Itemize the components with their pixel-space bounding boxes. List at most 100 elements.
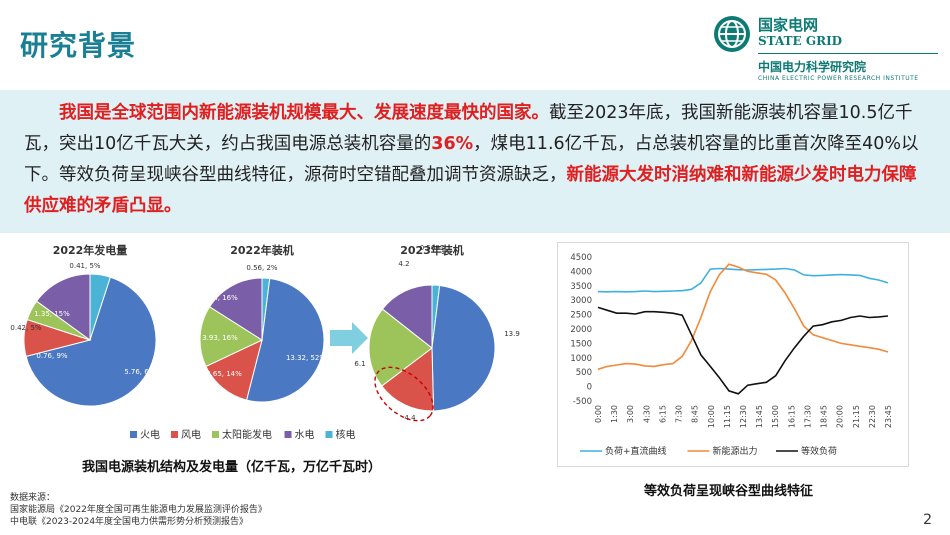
summary-conclusion: 新能源大发时消纳难和新能源少发时电力保障供应难的矛盾凸显。 <box>24 165 917 216</box>
summary-paragraph: 我国是全球范围内新能源装机规模最大、发展速度最快的国家。截至2023年底，我国新… <box>24 98 929 222</box>
x-tick-label: 6:15 <box>658 405 667 423</box>
x-tick-label: 4:30 <box>642 405 651 423</box>
y-tick-label: 4000 <box>570 267 592 277</box>
x-tick-label: 20:00 <box>836 405 845 428</box>
pie-data-label: 0.76, 9% <box>36 352 67 360</box>
logo-name-cn: 国家电网 <box>758 16 819 34</box>
pie-data-label: 4.2 <box>398 260 409 268</box>
logo-name-en: STATE GRID <box>758 34 843 48</box>
x-tick-label: 12:30 <box>739 405 748 428</box>
legend-swatch <box>212 431 219 438</box>
pie-chart-3: 2023年装机 13.9 4.4 6.1 4.2 0.5691 <box>354 243 519 422</box>
pie-data-label: 0.5691 <box>420 244 445 252</box>
legend-item: 风电 <box>181 428 201 441</box>
pie-chart-2: 2022年装机 13.32, 52% 3.65, 14% 3.93, 16% 4.14,… <box>199 243 326 403</box>
pie-title: 2023年装机 <box>400 243 464 257</box>
legend-swatch <box>325 431 333 438</box>
left-chart-caption: 我国电源装机结构及发电量（亿千瓦，万亿千瓦时） <box>82 460 382 475</box>
state-grid-logo: 国家电网 STATE GRID 中国电力科学研究院 CHINA ELECTRIC… <box>712 8 938 86</box>
x-tick-label: 18:45 <box>820 405 829 428</box>
x-tick-label: 3:00 <box>626 405 635 423</box>
sources-heading: 数据来源： <box>10 493 56 503</box>
y-tick-label: 3500 <box>570 282 592 292</box>
pie-data-label: 4.14, 16% <box>202 294 238 302</box>
x-tick-label: 13:45 <box>755 405 764 428</box>
legend-item: 太阳能发电 <box>222 428 272 441</box>
legend-item: 火电 <box>140 428 160 441</box>
x-tick-label: 17:30 <box>803 405 812 428</box>
pie-slice <box>431 284 496 412</box>
logo-divider <box>758 53 938 54</box>
state-grid-globe-icon <box>714 16 750 52</box>
new-energy-highlight <box>374 366 434 422</box>
x-tick-label: 16:15 <box>787 405 796 428</box>
source-line-1: 国家能源局《2022年度全国可再生能源电力发展监测评价报告》 <box>10 505 267 515</box>
y-tick-label: 4500 <box>570 253 592 263</box>
pie-data-label: 6.1 <box>354 360 365 368</box>
summary-band <box>0 90 950 233</box>
y-tick-label: -500 <box>573 397 592 407</box>
y-tick-label: 500 <box>576 368 592 378</box>
x-tick-label: 7:30 <box>675 405 684 423</box>
pie-charts-panel: 2022年发电量 5.76, 66% 0.76, 9% 1.35, 15% 0.41, … <box>0 238 540 468</box>
pie-data-label: 3.93, 16% <box>202 334 238 342</box>
institute-name-en: CHINA ELECTRIC POWER RESEARCH INSTITUTE <box>758 75 919 82</box>
pie-slice <box>199 306 264 368</box>
pie-data-label: 1.35, 15% <box>34 310 70 318</box>
x-tick-label: 8:45 <box>691 405 700 423</box>
page-number: 2 <box>923 512 932 528</box>
series-line <box>597 267 889 293</box>
y-tick-label: 3000 <box>570 296 592 306</box>
legend-swatch <box>130 431 137 438</box>
x-tick-label: 10:00 <box>707 405 716 428</box>
arrow-icon <box>330 322 368 354</box>
pie-data-label: 0.56, 2% <box>246 264 277 272</box>
pie-title: 2022年发电量 <box>53 243 128 257</box>
series-line <box>597 263 889 371</box>
legend-swatch <box>284 431 292 438</box>
x-tick-label: 15:00 <box>771 405 780 428</box>
legend-item: 新能源出力 <box>713 445 758 457</box>
pie-slice <box>205 339 263 401</box>
pie-data-label: 13.32, 52% <box>286 354 326 362</box>
pie-slice <box>381 347 435 412</box>
legend-item: 等效负荷 <box>801 445 837 457</box>
source-line-2: 中电联《2023-2024年度全国电力供需形势分析预测报告》 <box>10 517 249 527</box>
x-tick-label: 0:00 <box>594 405 603 423</box>
legend-item: 水电 <box>295 428 315 441</box>
pie-slice <box>208 277 263 341</box>
pie-data-label: 4.4 <box>404 414 416 422</box>
pie-charts-svg: 2022年发电量 5.76, 66% 0.76, 9% 1.35, 15% 0.41, … <box>10 243 519 441</box>
y-tick-label: 0 <box>587 383 592 393</box>
page-title: 研究背景 <box>20 29 137 62</box>
x-tick-label: 21:15 <box>852 405 861 428</box>
y-tick-label: 1000 <box>570 354 592 364</box>
legend-item: 负荷+直流曲线 <box>605 445 667 457</box>
pie-title: 2022年装机 <box>230 243 294 257</box>
pie-chart-1: 2022年发电量 5.76, 66% 0.76, 9% 1.35, 15% 0.41, … <box>10 243 160 407</box>
x-tick-label: 22:30 <box>868 405 877 428</box>
summary-lead: 我国是全球范围内新能源装机规模最大、发展速度最快的国家。 <box>59 103 549 123</box>
x-tick-label: 1:30 <box>610 405 619 423</box>
series-line <box>597 306 889 395</box>
y-tick-label: 2000 <box>570 325 592 335</box>
pie-data-label: 0.41, 5% <box>69 262 100 270</box>
y-tick-label: 1500 <box>570 339 592 349</box>
summary-text-1: 截至2023年底，我国新能源装机容量10.5亿千瓦，突出10亿千瓦大关，约占我国… <box>24 103 913 154</box>
pie-slice <box>25 276 157 407</box>
y-tick-label: 2500 <box>570 311 592 321</box>
pie-slice <box>368 308 433 387</box>
pie-slice <box>35 273 91 341</box>
legend-swatch <box>171 431 178 438</box>
pie-data-label: 5.76, 66% <box>124 368 160 376</box>
x-tick-label: 23:45 <box>884 405 893 428</box>
line-chart-panel: -500 0 500 1000 1500 2000 2500 3000 3500 4000 4500… <box>557 242 909 467</box>
pie-slice <box>381 284 433 350</box>
institute-name-cn: 中国电力科学研究院 <box>758 60 867 74</box>
pie-slice <box>245 277 325 403</box>
summary-text-2: ，煤电11.6亿千瓦，占总装机容量的比重首次降至40%以下。等效负荷呈现峡谷型曲… <box>24 134 919 185</box>
right-chart-caption: 等效负荷呈现峡谷型曲线特征 <box>644 484 814 499</box>
pie-data-label: 3.65, 14% <box>206 370 242 378</box>
x-tick-label: 11:15 <box>723 405 732 428</box>
legend-item: 核电 <box>336 428 356 441</box>
